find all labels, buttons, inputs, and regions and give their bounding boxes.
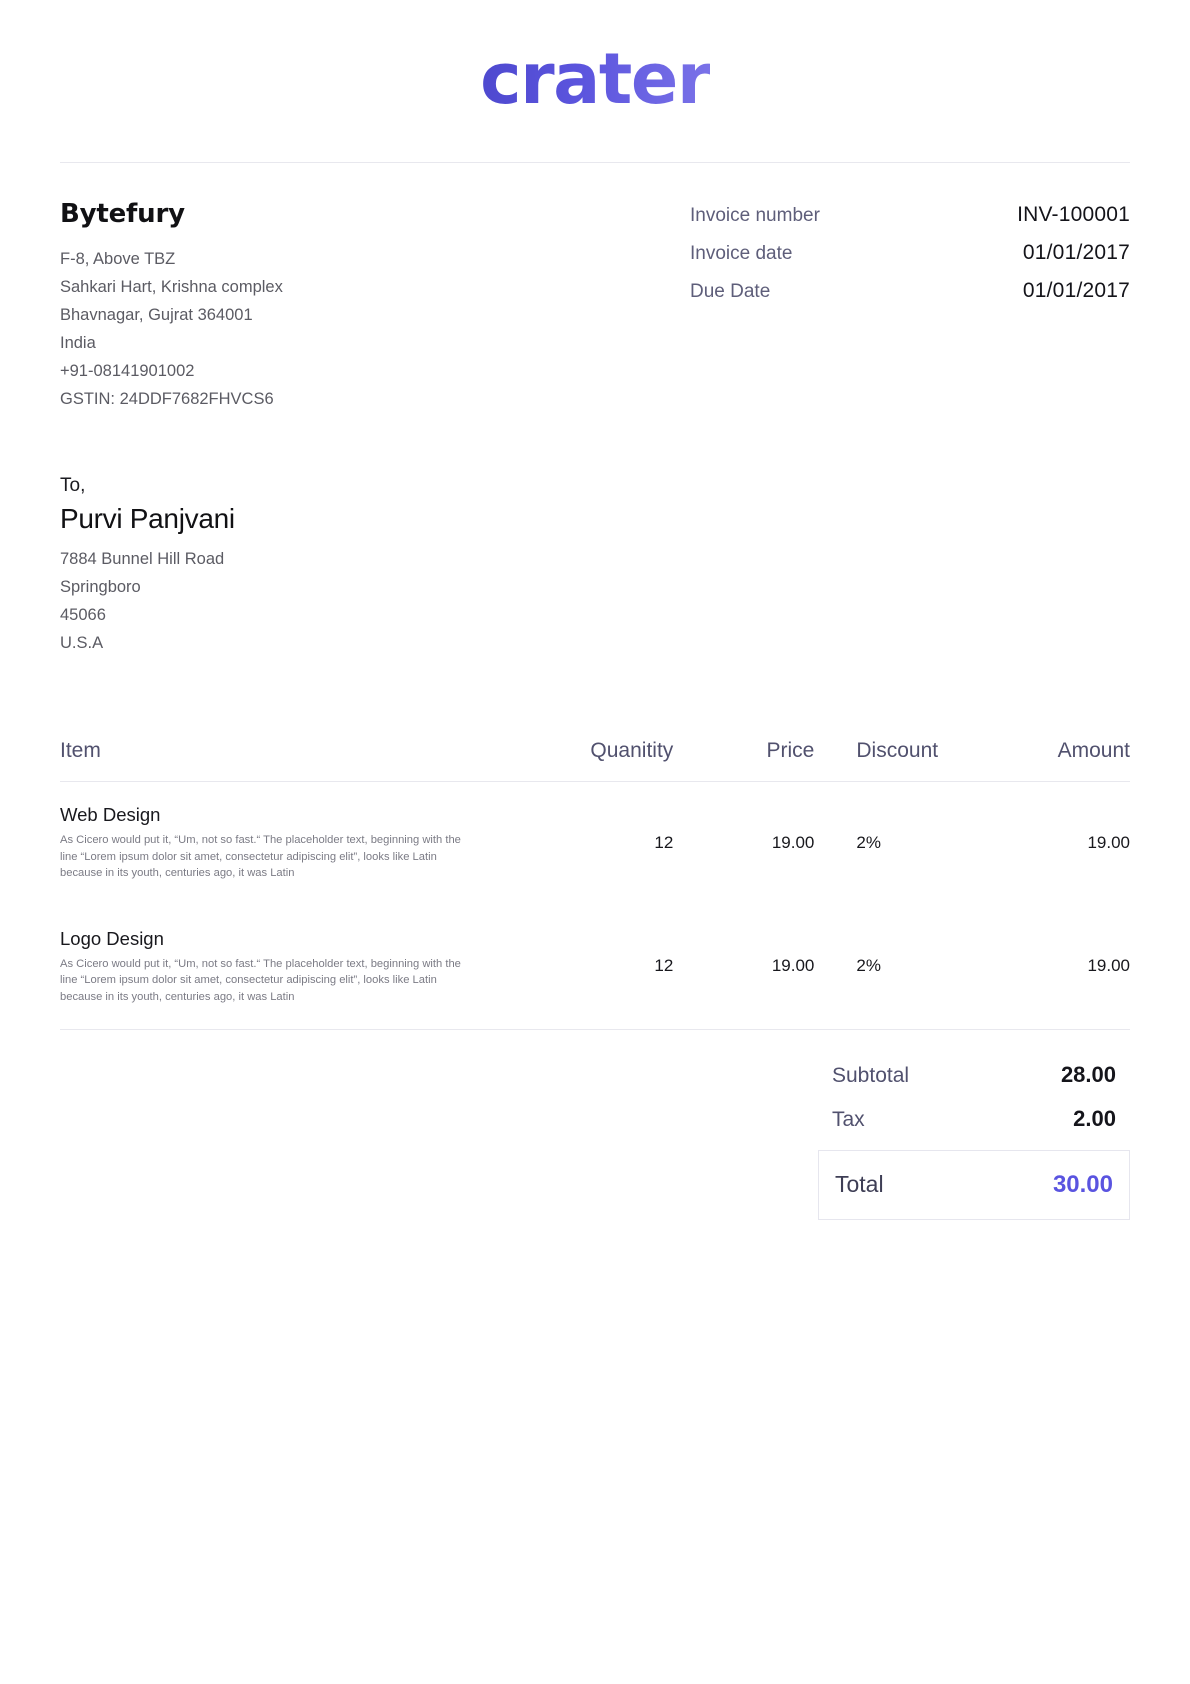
invoice-date-row: Invoice date 01/01/2017 — [690, 241, 1130, 265]
column-header-quantity: Quanitity — [562, 739, 692, 782]
item-quantity: 12 — [654, 832, 674, 852]
item-price: 19.00 — [771, 832, 815, 852]
invoice-number-value: INV-100001 — [1017, 203, 1130, 226]
subtotal-value: 28.00 — [1060, 1062, 1116, 1087]
bill-to-address-line: 7884 Bunnel Hill Road — [60, 550, 225, 568]
bill-to-address-line: 45066 — [60, 606, 106, 624]
subtotal-row: Subtotal 28.00 — [818, 1056, 1130, 1094]
tax-label: Tax — [832, 1108, 865, 1131]
table-row: Web Design As Cicero would put it, “Um, … — [60, 782, 1130, 906]
invoice-number-row: Invoice number INV-100001 — [690, 203, 1130, 227]
invoice-date-value: 01/01/2017 — [1022, 241, 1130, 264]
items-table: Item Quanitity Price Discount Amount Web… — [60, 739, 1130, 1029]
due-date-row: Due Date 01/01/2017 — [690, 279, 1130, 303]
items-table-bottom-divider — [60, 1029, 1130, 1030]
invoice-date-label: Invoice date — [690, 243, 793, 264]
header-divider — [60, 162, 1130, 163]
invoice-header-row: Bytefury F-8, Above TBZ Sahkari Hart, Kr… — [0, 163, 1190, 413]
company-address-line: India — [60, 334, 96, 352]
brand-logo-area: crater — [0, 0, 1190, 114]
bill-to-address-line: Springboro — [60, 578, 141, 596]
items-table-head: Item Quanitity Price Discount Amount — [60, 739, 1130, 782]
item-description: As Cicero would put it, “Um, not so fast… — [60, 834, 461, 879]
totals-panel: Subtotal 28.00 Tax 2.00 Total 30.00 — [818, 1056, 1130, 1220]
bill-to-name: Purvi Panjvani — [60, 503, 235, 534]
tax-value: 2.00 — [1073, 1106, 1116, 1131]
crater-logo: crater — [480, 38, 711, 120]
column-header-price: Price — [691, 739, 831, 782]
item-amount: 19.00 — [1087, 832, 1130, 852]
company-address-line: Sahkari Hart, Krishna complex — [60, 278, 283, 296]
company-name: Bytefury — [60, 199, 185, 229]
item-amount: 19.00 — [1087, 956, 1130, 976]
company-gstin: GSTIN: 24DDF7682FHVCS6 — [60, 390, 274, 408]
company-phone: +91-08141901002 — [60, 362, 195, 380]
item-description: As Cicero would put it, “Um, not so fast… — [60, 957, 461, 1003]
column-header-discount: Discount — [830, 739, 981, 782]
column-header-item: Item — [60, 739, 563, 782]
column-header-amount: Amount — [980, 739, 1130, 782]
due-date-value: 01/01/2017 — [1022, 279, 1130, 302]
subtotal-label: Subtotal — [832, 1064, 910, 1087]
item-discount: 2% — [856, 956, 881, 976]
company-block: Bytefury F-8, Above TBZ Sahkari Hart, Kr… — [60, 199, 283, 413]
bill-to-label: To, — [60, 475, 86, 496]
item-cell: Logo Design As Cicero would put it, “Um,… — [60, 906, 563, 1030]
item-cell: Web Design As Cicero would put it, “Um, … — [60, 782, 563, 906]
item-title: Logo Design — [60, 927, 164, 949]
table-row: Logo Design As Cicero would put it, “Um,… — [60, 906, 1130, 1030]
totals-section: Subtotal 28.00 Tax 2.00 Total 30.00 — [0, 1030, 1190, 1220]
invoice-meta-table: Invoice number INV-100001 Invoice date 0… — [690, 203, 1130, 413]
items-header-row: Item Quanitity Price Discount Amount — [60, 739, 1130, 782]
company-address-line: F-8, Above TBZ — [60, 250, 176, 268]
bill-to-block: To, Purvi Panjvani 7884 Bunnel Hill Road… — [0, 413, 1190, 657]
total-value: 30.00 — [1052, 1171, 1113, 1198]
item-title: Web Design — [60, 804, 161, 825]
due-date-label: Due Date — [690, 281, 771, 302]
company-address-line: Bhavnagar, Gujrat 364001 — [60, 306, 253, 324]
item-quantity: 12 — [654, 956, 674, 976]
item-discount: 2% — [856, 832, 881, 852]
items-section: Item Quanitity Price Discount Amount Web… — [0, 657, 1190, 1029]
tax-row: Tax 2.00 — [818, 1100, 1130, 1138]
items-table-body: Web Design As Cicero would put it, “Um, … — [60, 782, 1130, 1030]
item-price: 19.00 — [771, 956, 815, 976]
bill-to-address-line: U.S.A — [60, 634, 104, 652]
total-label: Total — [835, 1171, 884, 1197]
grand-total-row: Total 30.00 — [818, 1150, 1130, 1220]
invoice-number-label: Invoice number — [690, 205, 820, 226]
